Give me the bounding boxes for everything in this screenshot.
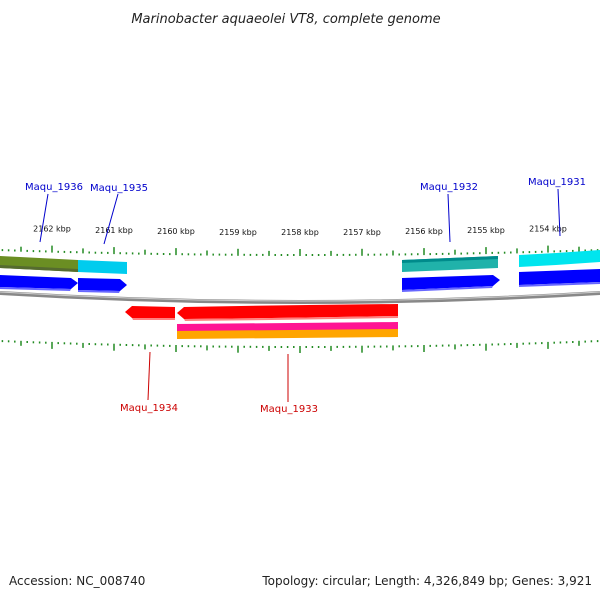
feature-band-teal-top	[402, 256, 498, 263]
leader-maqu-1934	[147, 351, 151, 401]
gene-arrow-maqu-1931[interactable]	[519, 269, 600, 285]
forward-strand	[0, 250, 600, 293]
tick-row-top	[1, 245, 599, 256]
tick-row-bottom	[1, 340, 599, 353]
genome-summary-text: Topology: circular; Length: 4,326,849 bp…	[262, 574, 592, 588]
gene-arrow-maqu-1934-shadow	[132, 318, 175, 320]
gene-label-maqu-1935[interactable]: Maqu_1935	[90, 183, 148, 194]
tick-label: 2161 kbp	[95, 226, 133, 235]
tick-label: 2160 kbp	[157, 227, 195, 236]
label-leaders	[39, 188, 561, 402]
gene-arrow-maqu-1932[interactable]	[402, 275, 500, 290]
gene-arrow-maqu-1934[interactable]	[125, 306, 175, 318]
leader-maqu-1931	[557, 188, 561, 237]
feature-band-cyan	[78, 260, 127, 274]
feature-band-olive-shade	[0, 265, 78, 272]
gene-arrow-maqu-1933[interactable]	[177, 304, 398, 319]
tick-labels: 2162 kbp 2161 kbp 2160 kbp 2159 kbp 2158 kbp…	[33, 225, 567, 237]
gene-label-maqu-1936[interactable]: Maqu_1936	[25, 182, 83, 193]
gene-arrow-maqu-1931-shadow	[519, 282, 600, 287]
tick-label: 2159 kbp	[219, 228, 257, 237]
feature-band-magenta	[177, 322, 398, 332]
leader-maqu-1936	[39, 193, 49, 243]
gene-arrow-maqu-1935-shadow	[78, 290, 120, 293]
gene-label-maqu-1934[interactable]: Maqu_1934	[120, 403, 178, 414]
genome-backbone-highlight	[0, 291, 600, 302]
gene-label-maqu-1932[interactable]: Maqu_1932	[420, 182, 478, 193]
tick-label: 2162 kbp	[33, 225, 71, 234]
feature-band-cyan-2	[519, 250, 600, 267]
genome-backbone	[0, 291, 600, 304]
map-title: Marinobacter aquaeolei VT8, complete gen…	[131, 12, 440, 27]
leader-maqu-1932	[447, 193, 451, 243]
gene-label-maqu-1931[interactable]: Maqu_1931	[528, 177, 586, 188]
gene-arrow-maqu-1933-shadow	[184, 316, 398, 321]
reverse-strand	[125, 304, 398, 339]
accession-text: Accession: NC_008740	[9, 574, 146, 588]
feature-band-orange	[177, 329, 398, 339]
gene-arrow-maqu-1935[interactable]	[78, 278, 127, 291]
gene-arrow-maqu-1936-shadow	[0, 287, 71, 291]
gene-arrow-maqu-1936[interactable]	[0, 275, 78, 289]
gene-label-maqu-1933[interactable]: Maqu_1933	[260, 404, 318, 415]
tick-label: 2155 kbp	[467, 226, 505, 235]
tick-label: 2158 kbp	[281, 228, 319, 237]
leader-maqu-1935	[103, 193, 119, 245]
tick-label: 2157 kbp	[343, 228, 381, 237]
tick-label: 2154 kbp	[529, 225, 567, 234]
gene-arrow-maqu-1932-shadow	[402, 286, 493, 292]
tick-label: 2156 kbp	[405, 227, 443, 236]
